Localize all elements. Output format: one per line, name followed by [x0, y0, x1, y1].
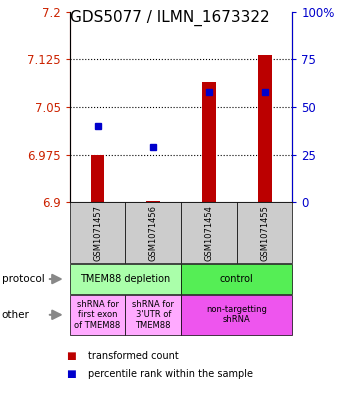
Text: GSM1071455: GSM1071455 — [260, 205, 269, 261]
Text: percentile rank within the sample: percentile rank within the sample — [88, 369, 253, 379]
Text: shRNA for
first exon
of TMEM88: shRNA for first exon of TMEM88 — [74, 300, 121, 330]
Text: GSM1071457: GSM1071457 — [93, 205, 102, 261]
Text: shRNA for
3'UTR of
TMEM88: shRNA for 3'UTR of TMEM88 — [132, 300, 174, 330]
Text: ■: ■ — [66, 369, 76, 379]
Text: non-targetting
shRNA: non-targetting shRNA — [206, 305, 267, 325]
Text: GDS5077 / ILMN_1673322: GDS5077 / ILMN_1673322 — [70, 10, 270, 26]
Text: GSM1071454: GSM1071454 — [204, 205, 214, 261]
Text: protocol: protocol — [2, 274, 45, 284]
Bar — [258, 55, 272, 202]
Text: transformed count: transformed count — [88, 351, 179, 361]
Bar — [202, 82, 216, 202]
Text: GSM1071456: GSM1071456 — [149, 205, 158, 261]
Bar — [146, 201, 160, 202]
Text: other: other — [2, 310, 30, 320]
Text: control: control — [220, 274, 254, 284]
Bar — [90, 155, 104, 202]
Text: TMEM88 depletion: TMEM88 depletion — [80, 274, 170, 284]
Text: ■: ■ — [66, 351, 76, 361]
